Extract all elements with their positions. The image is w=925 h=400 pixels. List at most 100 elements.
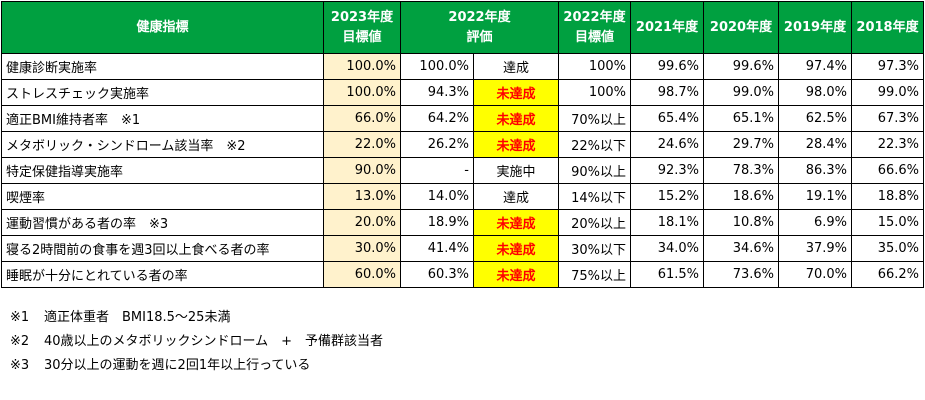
value-2022-cell: 60.3% [400,261,474,288]
value-2021-cell: 65.4% [630,105,704,132]
value-2019-cell: 19.1% [778,183,852,210]
value-2020-cell: 73.6% [703,261,779,288]
evaluation-cell: 未達成 [473,79,559,106]
value-2018-cell: 18.8% [851,183,924,210]
value-2018-cell: 97.3% [851,53,924,80]
value-2020-cell: 18.6% [703,183,779,210]
table-row: 睡眠が十分にとれている者の率 60.0% 60.3% 未達成 75%以上 61.5% 73.… [1,261,924,288]
metric-name: 特定保健指導実施率 [1,157,324,184]
value-2021-cell: 92.3% [630,157,704,184]
target-2023-cell: 100.0% [323,53,401,80]
target-2023-cell: 90.0% [323,157,401,184]
value-2021-cell: 18.1% [630,209,704,236]
metric-name: 寝る2時間前の食事を週3回以上食べる者の率 [1,235,324,262]
table-row: 健康診断実施率 100.0% 100.0% 達成 100% 99.6% 99.6% 97.4%… [1,53,924,80]
value-2020-cell: 10.8% [703,209,779,236]
target-2023-cell: 66.0% [323,105,401,132]
value-2022-cell: 41.4% [400,235,474,262]
target-2022-cell: 90%以上 [558,157,631,184]
value-2020-cell: 65.1% [703,105,779,132]
target-2022-cell: 75%以上 [558,261,631,288]
table-row: ストレスチェック実施率 100.0% 94.3% 未達成 100% 98.7% 99.0% 9… [1,79,924,106]
value-2018-cell: 67.3% [851,105,924,132]
value-2021-cell: 99.6% [630,53,704,80]
header-eval-2022: 2022年度 評価 [400,1,559,54]
target-2023-cell: 60.0% [323,261,401,288]
header-indicator: 健康指標 [1,1,324,54]
table-row: 適正BMI維持者率 ※1 66.0% 64.2% 未達成 70%以上 65.4% 65.1%… [1,105,924,132]
value-2022-cell: 94.3% [400,79,474,106]
value-2020-cell: 29.7% [703,131,779,158]
evaluation-cell: 未達成 [473,105,559,132]
value-2021-cell: 24.6% [630,131,704,158]
target-2023-cell: 13.0% [323,183,401,210]
value-2022-cell: 14.0% [400,183,474,210]
value-2020-cell: 99.0% [703,79,779,106]
header-target-2023: 2023年度 目標値 [323,1,401,54]
target-2022-cell: 22%以下 [558,131,631,158]
value-2018-cell: 99.0% [851,79,924,106]
value-2020-cell: 34.6% [703,235,779,262]
health-metrics-table: 健康指標 2023年度 目標値 2022年度 評価 2022年度 目標値 2021年度… [1,1,924,288]
value-2021-cell: 34.0% [630,235,704,262]
footnote: ※1 適正体重者 BMI18.5～25未満 [10,310,231,325]
evaluation-cell: 達成 [473,183,559,210]
evaluation-cell: 未達成 [473,209,559,236]
target-2022-cell: 100% [558,79,631,106]
evaluation-cell: 未達成 [473,131,559,158]
evaluation-cell: 未達成 [473,261,559,288]
metric-name: 健康診断実施率 [1,53,324,80]
value-2019-cell: 28.4% [778,131,852,158]
target-2022-cell: 20%以上 [558,209,631,236]
value-2021-cell: 98.7% [630,79,704,106]
table-row: 喫煙率 13.0% 14.0% 達成 14%以下 15.2% 18.6% 19.1% 18.8% [1,183,924,210]
footnotes: ※1 適正体重者 BMI18.5～25未満 ※2 40歳以上のメタボリックシンドロー… [10,306,383,378]
table-row: 寝る2時間前の食事を週3回以上食べる者の率 30.0% 41.4% 未達成 30%以下 3… [1,235,924,262]
value-2018-cell: 15.0% [851,209,924,236]
value-2019-cell: 62.5% [778,105,852,132]
header-2021: 2021年度 [630,1,704,54]
evaluation-cell: 実施中 [473,157,559,184]
table-row: メタボリック・シンドローム該当率 ※2 22.0% 26.2% 未達成 22%以下 24.… [1,131,924,158]
metric-name: メタボリック・シンドローム該当率 ※2 [1,131,324,158]
header-row: 健康指標 2023年度 目標値 2022年度 評価 2022年度 目標値 2021年度… [1,1,924,54]
footnote: ※2 40歳以上のメタボリックシンドローム + 予備群該当者 [10,334,384,349]
value-2020-cell: 99.6% [703,53,779,80]
metric-name: 睡眠が十分にとれている者の率 [1,261,324,288]
metric-name: 運動習慣がある者の率 ※3 [1,209,324,236]
evaluation-cell: 達成 [473,53,559,80]
header-2020: 2020年度 [703,1,779,54]
value-2019-cell: 70.0% [778,261,852,288]
value-2019-cell: 6.9% [778,209,852,236]
metric-name: 適正BMI維持者率 ※1 [1,105,324,132]
target-2023-cell: 22.0% [323,131,401,158]
value-2018-cell: 66.6% [851,157,924,184]
header-target-2022: 2022年度 目標値 [558,1,631,54]
metric-name: 喫煙率 [1,183,324,210]
value-2019-cell: 97.4% [778,53,852,80]
target-2022-cell: 70%以上 [558,105,631,132]
target-2022-cell: 100% [558,53,631,80]
value-2022-cell: 26.2% [400,131,474,158]
target-2023-cell: 30.0% [323,235,401,262]
value-2022-cell: 64.2% [400,105,474,132]
target-2023-cell: 20.0% [323,209,401,236]
value-2020-cell: 78.3% [703,157,779,184]
value-2019-cell: 86.3% [778,157,852,184]
value-2018-cell: 22.3% [851,131,924,158]
value-2022-cell: 18.9% [400,209,474,236]
metric-name: ストレスチェック実施率 [1,79,324,106]
target-2023-cell: 100.0% [323,79,401,106]
target-2022-cell: 30%以下 [558,235,631,262]
value-2019-cell: 98.0% [778,79,852,106]
value-2018-cell: 66.2% [851,261,924,288]
value-2018-cell: 35.0% [851,235,924,262]
table-row: 運動習慣がある者の率 ※3 20.0% 18.9% 未達成 20%以上 18.1% 10.8… [1,209,924,236]
header-2018: 2018年度 [851,1,924,54]
evaluation-cell: 未達成 [473,235,559,262]
footnote: ※3 30分以上の運動を週に2回1年以上行っている [10,358,311,373]
value-2022-cell: - [400,157,474,184]
value-2021-cell: 61.5% [630,261,704,288]
value-2021-cell: 15.2% [630,183,704,210]
table-row: 特定保健指導実施率 90.0% - 実施中 90%以上 92.3% 78.3% 86.3% 66… [1,157,924,184]
